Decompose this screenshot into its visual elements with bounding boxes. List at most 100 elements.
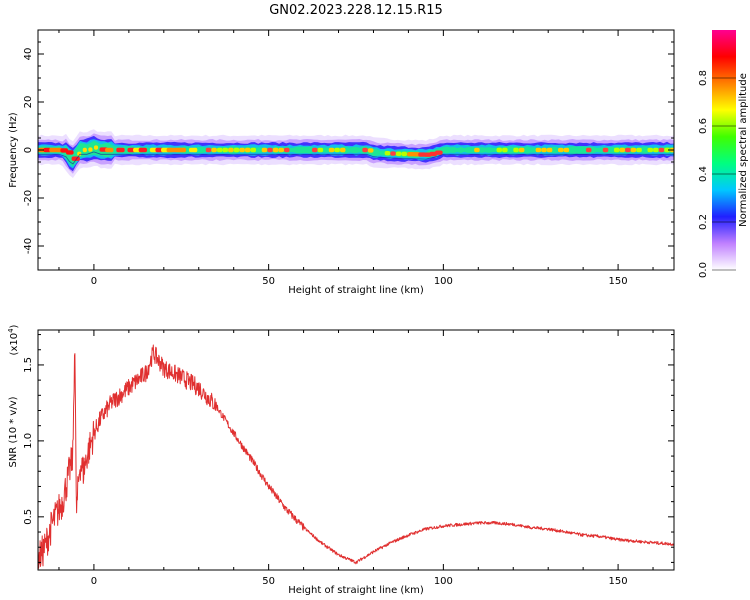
hot-spot	[563, 147, 570, 153]
hot-spot	[334, 147, 340, 153]
hot-spot	[205, 147, 212, 153]
snr-unit-label: (x104)	[7, 324, 20, 355]
snr-panel: 0 50 100 150 0.5 1.0 1.5 Height of straight l…	[7, 324, 675, 596]
hot-spot	[49, 147, 57, 153]
hot-spot	[339, 147, 346, 153]
y-tick-label: 20	[23, 96, 34, 109]
colorbar-tick-label: 0.4	[698, 166, 709, 182]
x-tick-label: 150	[609, 276, 628, 287]
hot-spot	[43, 147, 52, 153]
hot-spot	[557, 147, 564, 153]
y-tick-label: -40	[23, 238, 34, 254]
snr-x-axis-label: Height of straight line (km)	[288, 585, 424, 596]
hot-spot	[647, 147, 654, 153]
hot-spot	[658, 147, 665, 153]
hot-spot	[518, 147, 525, 153]
snr-x-ticks: 0 50 100 150	[58, 330, 654, 587]
hot-spot	[211, 147, 217, 153]
hot-spot	[535, 147, 542, 153]
hot-spot	[613, 147, 620, 153]
colorbar-tick-label: 0.2	[698, 214, 709, 230]
colorbar-gradient	[712, 30, 736, 270]
hot-spot	[502, 147, 508, 153]
hot-spot	[362, 147, 368, 153]
hot-spot	[267, 147, 273, 153]
x-tick-label: 150	[609, 576, 628, 587]
hot-spot	[401, 151, 408, 157]
snr-unit-exponent: 4	[7, 328, 15, 333]
hot-spot	[585, 147, 592, 153]
hot-spot	[261, 147, 268, 153]
snr-y-ticks: 0.5 1.0 1.5	[23, 334, 674, 563]
snr-frame	[37, 329, 675, 571]
y-tick-label: 0.5	[23, 509, 34, 525]
hot-spot	[65, 150, 74, 155]
y-tick-label: -20	[23, 190, 34, 206]
hot-spot	[82, 147, 87, 153]
hot-spot	[77, 151, 82, 157]
spectrogram-y-axis-label: Frequency (Hz)	[8, 112, 19, 188]
hot-spot	[384, 150, 391, 156]
y-tick-label: 40	[23, 48, 34, 61]
hot-spot	[233, 147, 240, 153]
y-tick-label: 1.5	[23, 357, 34, 373]
hot-spot	[311, 147, 318, 153]
hot-spot	[664, 147, 670, 153]
hot-spot	[546, 147, 553, 153]
hot-spot	[636, 147, 642, 153]
y-tick-label: 1.0	[23, 433, 34, 449]
band-layer-4	[38, 140, 674, 167]
hot-spot	[434, 150, 443, 155]
hot-spot	[390, 151, 396, 156]
spectrogram-y-ticks: 40 20 0 -20 -40	[23, 29, 674, 271]
hot-spot	[513, 147, 519, 153]
hot-spot	[177, 147, 187, 153]
snr-unit-base: (x10	[9, 333, 20, 356]
svg-text:(x104): (x104)	[7, 324, 20, 355]
band-contour	[38, 151, 674, 165]
chart-title: GN02.2023.228.12.15.R15	[269, 3, 443, 18]
x-tick-label: 100	[434, 576, 453, 587]
hot-spot	[602, 147, 609, 153]
hot-spot	[367, 148, 374, 153]
hot-spot	[105, 147, 114, 153]
hot-spot	[474, 147, 480, 153]
x-tick-label: 50	[262, 276, 275, 287]
hot-spot	[244, 147, 251, 153]
hot-spot	[278, 147, 285, 153]
x-tick-label: 0	[91, 276, 97, 287]
hot-spot	[630, 147, 637, 153]
spectrogram-x-axis-label: Height of straight line (km)	[288, 285, 424, 296]
hot-spot	[250, 147, 257, 153]
colorbar-tick-label: 0.6	[698, 118, 709, 134]
hot-spot	[496, 147, 503, 153]
snr-y-axis-label: SNR (10 * v/v)	[8, 396, 19, 467]
x-tick-label: 100	[434, 276, 453, 287]
spectrogram-x-ticks: 0 50 100 150	[58, 30, 654, 287]
hot-spot	[653, 147, 659, 153]
colorbar-tick-label: 0.0	[698, 262, 709, 278]
hot-spot	[272, 147, 279, 153]
x-tick-label: 50	[262, 576, 275, 587]
hot-spot	[317, 147, 324, 153]
spectral-band	[38, 129, 674, 178]
hot-spot	[625, 147, 631, 153]
snr-unit-close: )	[9, 324, 20, 328]
hot-spot	[222, 147, 229, 153]
colorbar-tick-label: 0.8	[698, 70, 709, 86]
snr-series-line	[38, 344, 674, 569]
hot-spot	[228, 147, 234, 153]
hot-spot	[239, 147, 245, 153]
hot-spot	[328, 147, 335, 153]
band-layer-3	[38, 139, 674, 169]
colorbar: 0.0 0.2 0.4 0.6 0.8 Normalized spectral ampl…	[698, 30, 749, 278]
hot-spot	[541, 147, 547, 153]
x-tick-label: 0	[91, 576, 97, 587]
hot-spot	[93, 145, 99, 150]
hot-spot	[216, 147, 223, 153]
hot-spot	[619, 147, 626, 153]
y-tick-label: 0	[23, 147, 34, 153]
spectrogram-panel: 0 50 100 150 40 20 0 -20 -40 Height of straight…	[8, 29, 675, 296]
hot-spot	[88, 147, 93, 152]
